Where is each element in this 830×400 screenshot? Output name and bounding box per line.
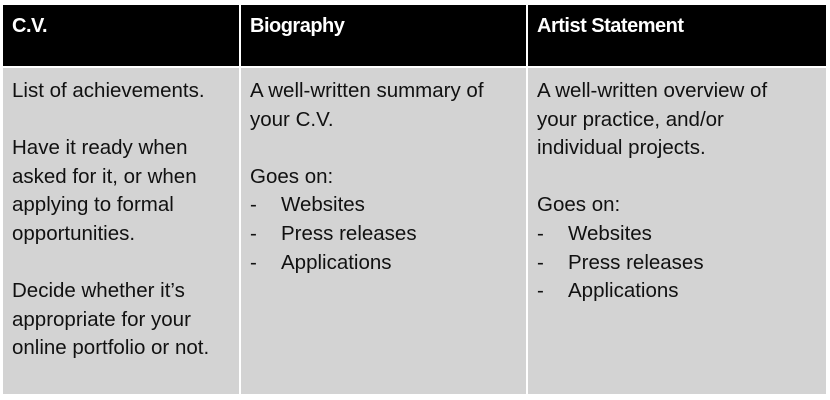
paragraph: A well-written overview of your practice… [537,79,768,160]
header-biography: Biography [241,5,526,66]
list-item: - Websites [537,221,652,245]
cell-biography: A well-written summary of your C.V. Goes… [241,68,526,394]
list-item: - Websites [250,193,365,217]
paragraph: Goes on: [250,164,334,188]
paragraph: Have it ready when asked for it, or when… [12,136,197,245]
list-item: - Press releases [537,250,704,274]
paragraph: Goes on: [537,193,621,217]
list-item: - Applications [537,279,679,303]
header-cv: C.V. [3,5,239,66]
header-artist-statement: Artist Statement [528,5,826,66]
cell-cv: List of achievements. Have it ready when… [3,68,239,394]
comparison-table: C.V. Biography Artist Statement List of … [3,5,826,394]
paragraph: Decide whether it’s appropriate for your… [12,279,210,360]
paragraph: A well-written summary of your C.V. [250,79,484,131]
bullet-list: - Websites - Press releases - Applications [250,191,517,277]
cell-artist-statement: A well-written overview of your practice… [528,68,826,394]
list-item: - Press releases [250,221,417,245]
bullet-list: - Websites - Press releases - Applications [537,220,817,306]
paragraph: List of achievements. [12,79,205,102]
list-item: - Applications [250,250,392,274]
